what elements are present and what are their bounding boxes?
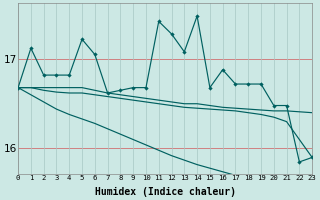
- X-axis label: Humidex (Indice chaleur): Humidex (Indice chaleur): [95, 186, 236, 197]
